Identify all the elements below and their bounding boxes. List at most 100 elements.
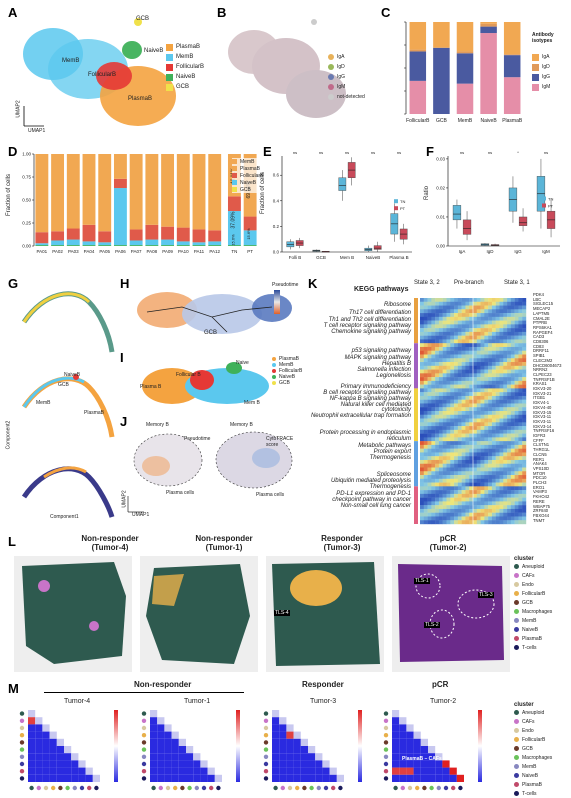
heatmap-cell (427, 407, 432, 412)
heatmap-cell (457, 512, 462, 517)
heatmap-cell (293, 746, 301, 754)
category-tick-label: PA12 (209, 249, 220, 254)
legend-dot (514, 573, 519, 578)
heatmap-cell (469, 407, 474, 412)
heatmap-cell (150, 717, 158, 725)
heatmap-cell (518, 486, 523, 491)
legend-item: MemB (514, 616, 552, 625)
heatmap-cell (435, 452, 440, 457)
row-cluster-dot (141, 769, 147, 774)
heatmap-cell (480, 512, 485, 517)
gene-label: DRRF11 (533, 348, 549, 354)
heatmap-cell (423, 313, 428, 318)
umap-j-left-hot (142, 456, 170, 476)
bar-segment (176, 245, 190, 246)
bar-segment (227, 196, 241, 212)
heatmap-cell (450, 343, 455, 348)
heatmap-cell (435, 305, 440, 310)
heatmap-cell (518, 365, 523, 370)
heatmap-cell (435, 373, 440, 378)
heatmap-cell (491, 493, 496, 498)
heatmap-cell (442, 490, 447, 495)
heatmap-cell (450, 309, 455, 314)
heatmap-cell (442, 388, 447, 393)
heatmap-cell (442, 422, 447, 427)
heatmap-cell (476, 433, 481, 438)
heatmap-cell (522, 392, 527, 397)
heatmap-cell (465, 441, 470, 446)
heatmap-cell (522, 411, 527, 415)
heatmap-cell (157, 724, 165, 732)
heatmap-cell (499, 505, 504, 510)
heatmap-cell (514, 309, 519, 314)
heatmap-cell (329, 767, 337, 775)
heatmap-cell (480, 358, 485, 363)
heatmap-cell (488, 520, 493, 525)
heatmap-cell (420, 520, 424, 525)
heatmap-cell (427, 486, 432, 491)
heatmap-cell (469, 392, 474, 397)
heatmap-cell (510, 350, 515, 355)
col-cluster-dot (165, 785, 171, 791)
heatmap-cell (499, 501, 504, 506)
heatmap-cell (454, 395, 459, 400)
heatmap-cell (510, 444, 515, 449)
heatmap-cell (503, 433, 508, 438)
heatmap-cell (454, 512, 459, 517)
axis-label-umap1: UMAP1 (28, 128, 46, 134)
heatmap-cell (431, 486, 436, 491)
heatmap-cell (450, 490, 455, 495)
heatmap-cell (518, 324, 523, 329)
heatmap-cell (461, 456, 466, 461)
heatmap-cell (476, 475, 481, 479)
category-tick-label: IgG (514, 249, 522, 254)
heatmap-cell (427, 403, 432, 408)
heatmap-cell (435, 501, 440, 506)
row-cluster-dot (263, 776, 269, 781)
heatmap-cell (495, 316, 500, 321)
heatmap-cell (454, 377, 459, 382)
heatmap-cell (473, 362, 477, 366)
heatmap-cell (431, 309, 436, 314)
heatmap-cell (507, 324, 512, 329)
heatmap-cell (442, 497, 447, 502)
heatmap-cell (431, 346, 436, 351)
heatmap-cell (427, 493, 432, 498)
y-tick-label: 0.50 (22, 198, 31, 203)
bar-segment (480, 22, 497, 24)
heatmap-cell (484, 298, 489, 302)
heatmap-cell (446, 482, 451, 487)
y-tick-label: 0.2 (273, 224, 280, 229)
heatmap-cell (286, 746, 294, 754)
row-cluster-dot (263, 740, 269, 745)
heatmap-cell (510, 388, 515, 393)
col-cluster-dot (29, 785, 34, 791)
heatmap-cell (461, 475, 466, 479)
heatmap-cell (510, 497, 515, 502)
heatmap-cell (473, 377, 477, 382)
heatmap-cell (488, 324, 493, 329)
heatmap-cell (484, 456, 489, 461)
heatmap-cell (442, 501, 447, 506)
heatmap-cell (522, 320, 527, 325)
heatmap-cell (164, 731, 172, 739)
heatmap-cell (423, 377, 428, 382)
bar-segment (113, 245, 127, 246)
heatmap-cell (427, 459, 432, 464)
heatmap-cell (469, 328, 474, 333)
heatmap-cell (495, 429, 500, 434)
heatmap-cell (454, 426, 459, 431)
heatmap-cell (522, 505, 527, 510)
box (452, 205, 462, 221)
heatmap-cell (399, 717, 407, 725)
heatmap-cell (438, 490, 443, 495)
heatmap-cell (473, 452, 477, 457)
heatmap-cell (435, 316, 440, 321)
heatmap-cell (431, 343, 436, 348)
heatmap-cell (469, 429, 474, 434)
heatmap-cell (476, 444, 481, 449)
row-cluster-dot (263, 747, 269, 752)
heatmap-cell (510, 403, 515, 408)
heatmap-cell (491, 380, 496, 385)
heatmap-cell (435, 437, 440, 442)
